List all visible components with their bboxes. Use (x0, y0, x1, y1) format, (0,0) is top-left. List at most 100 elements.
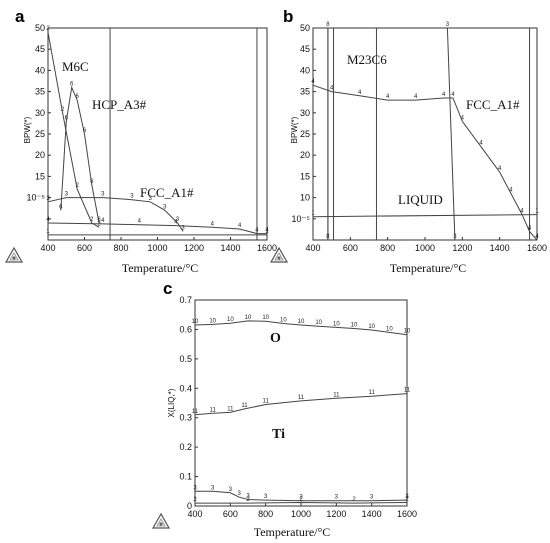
phase-label: O (270, 331, 281, 346)
chart-panel-c: c 400 600 800 1000 1200 1400 1600 0 0.1 0.2 0.3 0.4 0… (151, 279, 417, 539)
thermo-calc-logo (151, 512, 171, 529)
series-marker: 3 (246, 494, 250, 500)
y-tick-label: 45 (300, 44, 310, 54)
series-marker: 3 (163, 204, 167, 210)
series-marker: 2 (405, 496, 409, 502)
series-marker: 4 (461, 115, 465, 121)
x-tick-label: 400 (40, 243, 55, 253)
logo-dot (12, 256, 16, 260)
series-marker: 11 (333, 392, 340, 398)
series-marker: 4 (255, 228, 259, 234)
y-tick-label: 40 (300, 65, 310, 75)
phase-label: FCC_A1# (466, 97, 520, 112)
x-tick-label: 400 (305, 243, 320, 253)
y-tick-label: 15 (35, 171, 45, 181)
y-tick-label: 50 (300, 23, 310, 33)
series-marker: 4 (46, 217, 50, 223)
x-tick-label: 800 (258, 509, 273, 519)
series-marker: 4 (174, 220, 178, 226)
x-tick-label: 1000 (291, 509, 311, 519)
series-marker: 3 (299, 495, 303, 501)
phase-label: M6C (62, 59, 89, 74)
series-marker: 11 (369, 390, 376, 396)
series-marker: 10 (333, 321, 340, 327)
series-marker: 10 (245, 315, 252, 321)
logo-inner (9, 252, 19, 261)
series-marker: 4 (414, 94, 418, 100)
logo-inner (156, 518, 166, 527)
series-marker: 10 (262, 315, 269, 321)
series-marker: 2 (352, 497, 356, 503)
series-line-4 (312, 84, 538, 241)
series-marker: 6 (76, 94, 80, 100)
x-tick-label: 1600 (397, 509, 417, 519)
y-tick-label: 20 (35, 150, 45, 160)
series-marker: 11 (263, 398, 270, 404)
x-tick-label: 1400 (490, 243, 510, 253)
series-marker: 4 (498, 166, 502, 172)
series-marker: 1 (265, 229, 269, 235)
series-marker: 11 (404, 388, 411, 394)
panel-label: b (283, 7, 293, 26)
x-tick-label: 1200 (326, 509, 346, 519)
chart-panel-b: b 400 600 800 1000 1200 1400 1600 10⁻⁵ 10 15 20 25 30… (269, 7, 547, 275)
logo-dot (159, 522, 163, 526)
series-marker: 6 (65, 115, 69, 121)
x-tick-label: 800 (113, 243, 128, 253)
y-tick-label: 0.4 (179, 383, 192, 393)
series-marker: 4 (386, 94, 390, 100)
series-marker: 1 (46, 229, 50, 235)
series-marker: 3 (335, 495, 339, 501)
series-marker: 3 (176, 217, 180, 223)
y-tick-label: 0.5 (179, 354, 192, 364)
y-tick-label: 0.3 (179, 413, 192, 423)
x-axis-label: Temperature/°C (390, 261, 467, 275)
series-marker: 3 (237, 491, 241, 497)
panel-label: a (15, 7, 25, 26)
series-line-o (194, 320, 408, 336)
series-marker: 3 (446, 22, 450, 28)
series-marker: 4 (358, 90, 362, 96)
series-marker: 3 (149, 196, 153, 202)
thermo-calc-logo (4, 246, 24, 263)
series-marker: 10 (404, 329, 411, 335)
phase-label: FCC_A1# (140, 185, 194, 200)
x-tick-label: 1600 (257, 243, 277, 253)
y-tick-label: 40 (35, 65, 45, 75)
series-marker: 10 (368, 324, 375, 330)
series-marker: 4 (479, 141, 483, 147)
series-marker: 4 (265, 228, 269, 234)
x-tick-label: 600 (343, 243, 358, 253)
x-tick-label: 1200 (184, 243, 204, 253)
phase-label: Ti (272, 427, 285, 442)
y-tick-label: 10⁻⁵ (292, 214, 311, 224)
y-axis-label: BPW(*) (23, 116, 32, 143)
series-marker: 11 (241, 403, 248, 409)
series-marker: 3 (193, 485, 197, 491)
series-marker: 10 (351, 323, 358, 329)
series-marker: 1 (311, 211, 315, 217)
phase-label: M23C6 (347, 52, 387, 67)
series-marker: 6 (97, 217, 101, 223)
series-marker: 4 (101, 218, 105, 224)
x-tick-label: 800 (380, 243, 395, 253)
x-tick-label: 1400 (362, 509, 382, 519)
y-tick-label: 0 (187, 501, 192, 511)
y-tick-label: 0.7 (179, 295, 192, 305)
series-marker: 4 (451, 92, 455, 98)
logo-dot (277, 256, 281, 260)
x-tick-label: 1000 (415, 243, 435, 253)
series-marker: 10 (280, 318, 287, 324)
y-tick-label: 0.1 (179, 472, 192, 482)
series-marker: 3 (211, 485, 215, 491)
series-marker: 11 (192, 409, 199, 415)
x-tick-label: 1400 (220, 243, 240, 253)
series-marker: 11 (298, 395, 305, 401)
series-line-1 (312, 214, 538, 218)
series-marker: 3 (405, 494, 409, 500)
series-line-3 (446, 27, 456, 241)
series-marker: 8 (326, 22, 330, 28)
series-marker: 4 (211, 221, 215, 227)
series-marker: 6 (70, 81, 74, 87)
